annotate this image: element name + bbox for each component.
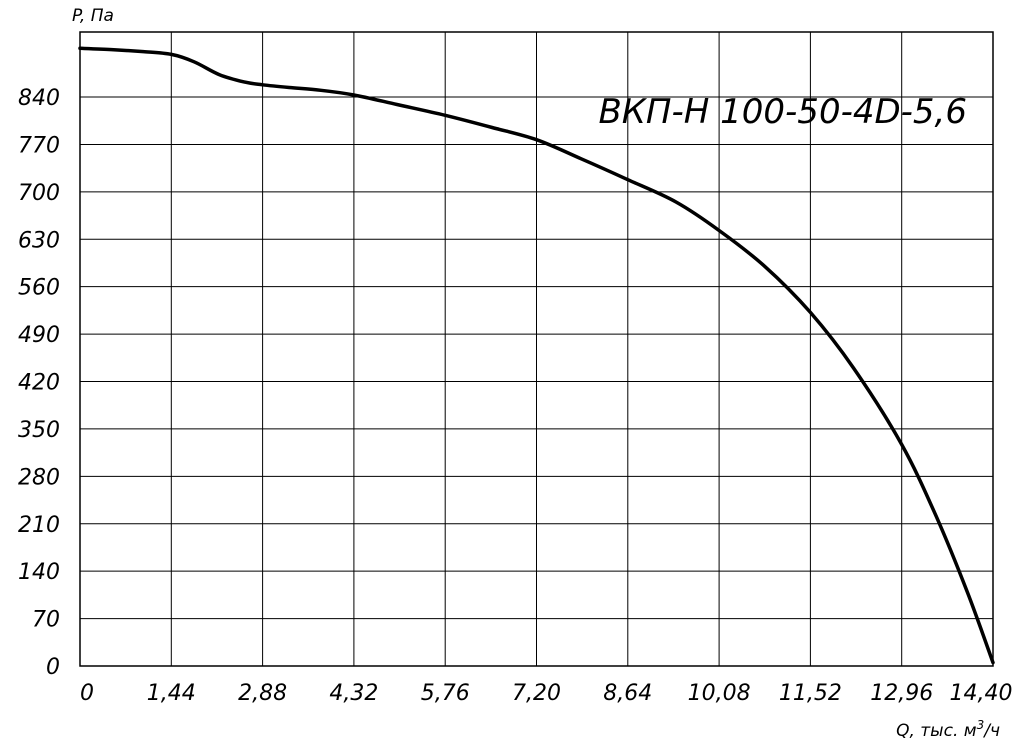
y-tick-label: 140 [18, 560, 60, 585]
y-tick-label: 350 [18, 418, 60, 443]
x-tick-labels: 0 1,44 2,88 4,32 5,76 7,20 8,64 10,08 11,52 12,96… [80, 681, 1012, 706]
x-tick-label: 1,44 [147, 681, 196, 706]
x-axis-label-main: Q, тыс. м [896, 721, 977, 741]
y-tick-label: 420 [18, 371, 60, 396]
y-axis-label: P, Па [72, 6, 114, 26]
x-tick-label: 2,88 [238, 681, 287, 706]
y-tick-label: 770 [18, 133, 60, 158]
x-axis-label-tail: /ч [982, 721, 1000, 741]
y-tick-label: 700 [18, 181, 60, 206]
x-tick-label: 11,52 [779, 681, 842, 706]
x-tick-label: 7,20 [512, 681, 561, 706]
x-axis-label-sup: 3 [977, 718, 985, 732]
x-tick-label: 14,40 [950, 681, 1013, 706]
y-tick-label: 630 [18, 228, 60, 253]
y-tick-label: 0 [46, 655, 60, 680]
x-tick-label: 0 [80, 681, 94, 706]
x-axis-label: Q, тыс. м3/ч [896, 718, 1000, 741]
x-tick-label: 4,32 [329, 681, 378, 706]
x-tick-label: 12,96 [870, 681, 933, 706]
grid-lines [80, 32, 993, 666]
y-tick-label: 840 [18, 86, 60, 111]
y-tick-label: 490 [18, 323, 60, 348]
pressure-curve [78, 46, 995, 665]
chart-title: ВКП-Н 100-50-4D-5,6 [598, 92, 967, 132]
x-tick-label: 10,08 [688, 681, 751, 706]
y-tick-labels: 0 70 140 210 280 350 420 490 560 630 700 770 840 [18, 86, 60, 680]
x-tick-label: 5,76 [421, 681, 470, 706]
y-tick-label: 210 [18, 513, 60, 538]
y-tick-label: 70 [32, 608, 60, 633]
plot-frame [79, 31, 994, 667]
y-tick-label: 560 [18, 276, 60, 301]
y-tick-label: 280 [18, 465, 60, 490]
x-tick-label: 8,64 [603, 681, 652, 706]
